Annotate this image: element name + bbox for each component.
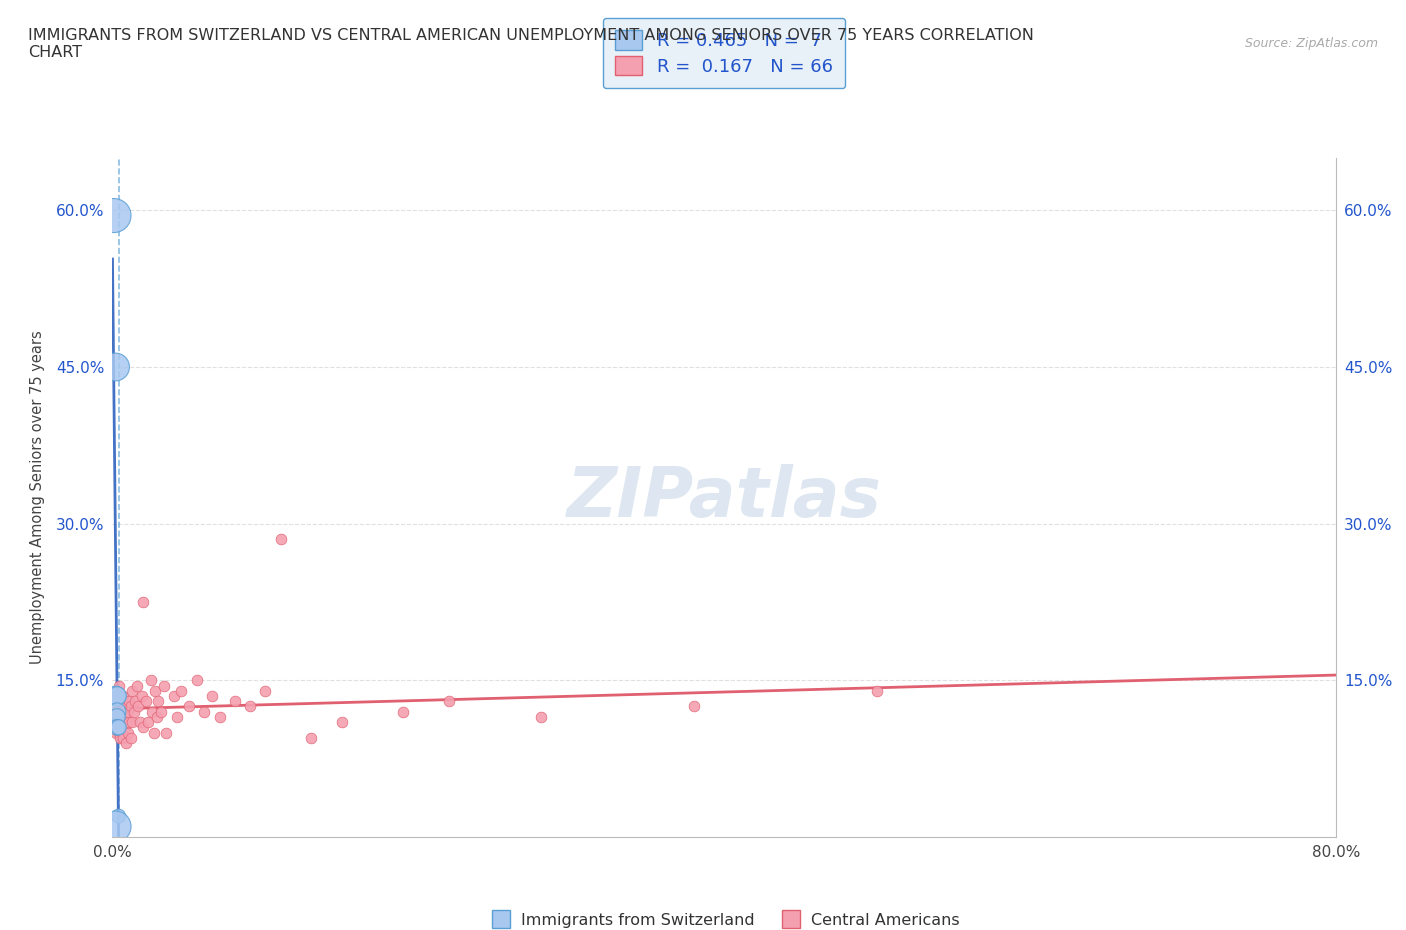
- Legend: Immigrants from Switzerland, Central Americans: Immigrants from Switzerland, Central Ame…: [482, 907, 966, 930]
- Point: [142, 725, 165, 740]
- Point: [150, 704, 173, 719]
- Point: [115, 710, 138, 724]
- Point: [143, 684, 166, 698]
- Point: [112, 710, 135, 724]
- Y-axis label: Unemployment Among Seniors over 75 years: Unemployment Among Seniors over 75 years: [30, 331, 45, 664]
- Point: [153, 678, 176, 693]
- Point: [105, 710, 128, 724]
- Point: [120, 730, 142, 745]
- Point: [132, 594, 155, 609]
- Point: [104, 688, 127, 703]
- Point: [120, 699, 142, 714]
- Point: [108, 710, 131, 724]
- Point: [103, 208, 125, 223]
- Point: [104, 710, 127, 724]
- Point: [118, 694, 141, 709]
- Point: [108, 730, 131, 745]
- Point: [124, 694, 146, 709]
- Point: [155, 725, 177, 740]
- Point: [105, 688, 128, 703]
- Point: [105, 714, 128, 729]
- Point: [127, 699, 149, 714]
- Point: [108, 694, 131, 709]
- Point: [104, 819, 127, 834]
- Point: [270, 532, 292, 547]
- Point: [107, 678, 129, 693]
- Point: [121, 684, 143, 698]
- Point: [224, 694, 246, 709]
- Point: [115, 736, 138, 751]
- Point: [104, 360, 127, 375]
- Point: [121, 714, 143, 729]
- Point: [193, 704, 215, 719]
- Point: [254, 684, 277, 698]
- Point: [208, 710, 231, 724]
- Text: ZIPatlas: ZIPatlas: [567, 464, 882, 531]
- Point: [114, 720, 136, 735]
- Point: [112, 688, 135, 703]
- Point: [530, 710, 553, 724]
- Point: [682, 699, 704, 714]
- Point: [117, 725, 139, 740]
- Point: [122, 704, 145, 719]
- Point: [148, 694, 170, 709]
- Point: [111, 725, 134, 740]
- Text: IMMIGRANTS FROM SWITZERLAND VS CENTRAL AMERICAN UNEMPLOYMENT AMONG SENIORS OVER : IMMIGRANTS FROM SWITZERLAND VS CENTRAL A…: [28, 28, 1033, 60]
- Point: [186, 673, 208, 688]
- Point: [146, 710, 169, 724]
- Point: [177, 699, 200, 714]
- Point: [105, 704, 128, 719]
- Point: [104, 725, 127, 740]
- Point: [105, 720, 128, 735]
- Point: [105, 688, 128, 703]
- Point: [163, 688, 186, 703]
- Point: [117, 704, 139, 719]
- Point: [166, 710, 188, 724]
- Text: Source: ZipAtlas.com: Source: ZipAtlas.com: [1244, 37, 1378, 50]
- Point: [141, 704, 163, 719]
- Point: [107, 725, 129, 740]
- Point: [103, 704, 125, 719]
- Point: [129, 714, 152, 729]
- Point: [135, 694, 157, 709]
- Point: [114, 699, 136, 714]
- Point: [299, 730, 322, 745]
- Point: [170, 684, 193, 698]
- Point: [107, 699, 129, 714]
- Point: [131, 688, 153, 703]
- Point: [330, 714, 353, 729]
- Point: [136, 714, 159, 729]
- Point: [125, 678, 148, 693]
- Point: [111, 704, 134, 719]
- Point: [437, 694, 460, 709]
- Point: [118, 714, 141, 729]
- Point: [866, 684, 889, 698]
- Point: [112, 730, 135, 745]
- Point: [107, 809, 129, 824]
- Point: [239, 699, 262, 714]
- Point: [107, 720, 129, 735]
- Point: [392, 704, 415, 719]
- Point: [201, 688, 224, 703]
- Point: [139, 673, 162, 688]
- Point: [132, 720, 155, 735]
